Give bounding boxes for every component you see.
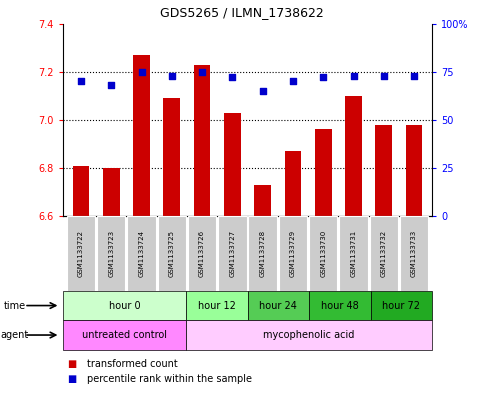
Bar	[375, 125, 392, 216]
Bar	[369, 216, 398, 291]
Text: hour 12: hour 12	[198, 301, 236, 310]
Text: ■: ■	[68, 358, 77, 369]
Bar	[224, 113, 241, 216]
Point	[350, 72, 357, 79]
Bar	[218, 216, 247, 291]
Text: untreated control: untreated control	[82, 330, 167, 340]
Text: GSM1133729: GSM1133729	[290, 230, 296, 277]
Point	[198, 68, 206, 75]
Text: GSM1133731: GSM1133731	[351, 230, 356, 277]
Point	[410, 72, 418, 79]
Text: GSM1133730: GSM1133730	[320, 230, 326, 277]
Point	[259, 88, 267, 94]
Point	[380, 72, 388, 79]
Bar	[128, 216, 156, 291]
Bar	[339, 216, 368, 291]
Bar	[400, 216, 428, 291]
Bar	[309, 216, 338, 291]
Bar	[163, 98, 180, 216]
Bar	[188, 216, 216, 291]
Text: GSM1133725: GSM1133725	[169, 230, 175, 277]
Text: GSM1133728: GSM1133728	[260, 230, 266, 277]
Point	[319, 74, 327, 81]
Bar	[284, 151, 301, 216]
Text: hour 24: hour 24	[259, 301, 297, 310]
Bar	[72, 165, 89, 216]
Text: transformed count: transformed count	[87, 358, 178, 369]
Text: GSM1133727: GSM1133727	[229, 230, 235, 277]
Bar	[133, 55, 150, 216]
Text: GSM1133724: GSM1133724	[139, 230, 144, 277]
Text: GSM1133732: GSM1133732	[381, 230, 387, 277]
Bar	[194, 64, 211, 216]
Text: GSM1133722: GSM1133722	[78, 230, 84, 277]
Bar	[279, 216, 307, 291]
Text: agent: agent	[0, 330, 28, 340]
Text: hour 72: hour 72	[383, 301, 421, 310]
Bar	[315, 130, 332, 216]
Bar	[97, 216, 126, 291]
Text: GSM1133726: GSM1133726	[199, 230, 205, 277]
Text: time: time	[3, 301, 26, 310]
Bar	[345, 96, 362, 216]
Bar	[406, 125, 423, 216]
Point	[107, 82, 115, 88]
Text: ■: ■	[68, 374, 77, 384]
Point	[289, 78, 297, 84]
Point	[77, 78, 85, 84]
Point	[168, 72, 176, 79]
Point	[138, 68, 145, 75]
Text: percentile rank within the sample: percentile rank within the sample	[87, 374, 252, 384]
Text: GSM1133723: GSM1133723	[108, 230, 114, 277]
Text: GDS5265 / ILMN_1738622: GDS5265 / ILMN_1738622	[159, 6, 324, 19]
Bar	[67, 216, 95, 291]
Text: mycophenolic acid: mycophenolic acid	[263, 330, 355, 340]
Bar	[103, 168, 120, 216]
Text: hour 48: hour 48	[321, 301, 359, 310]
Point	[228, 74, 236, 81]
Text: hour 0: hour 0	[109, 301, 140, 310]
Text: GSM1133733: GSM1133733	[411, 230, 417, 277]
Bar	[157, 216, 186, 291]
Bar	[248, 216, 277, 291]
Bar	[255, 185, 271, 216]
